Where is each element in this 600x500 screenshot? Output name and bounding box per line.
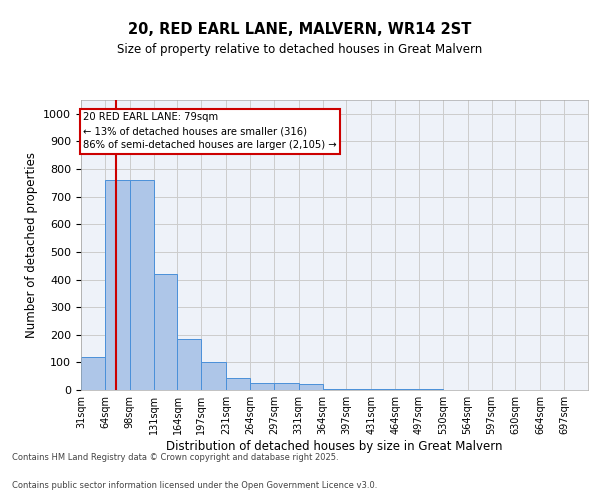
Text: 20, RED EARL LANE, MALVERN, WR14 2ST: 20, RED EARL LANE, MALVERN, WR14 2ST [128, 22, 472, 38]
Bar [371, 389, 395, 390]
Bar [154, 274, 178, 390]
Bar [105, 180, 130, 390]
Bar [274, 383, 299, 390]
Bar [250, 383, 274, 390]
Bar [178, 339, 202, 390]
Text: Size of property relative to detached houses in Great Malvern: Size of property relative to detached ho… [118, 42, 482, 56]
Text: Contains public sector information licensed under the Open Government Licence v3: Contains public sector information licen… [12, 481, 377, 490]
Bar [226, 378, 250, 390]
Text: Contains HM Land Registry data © Crown copyright and database right 2025.: Contains HM Land Registry data © Crown c… [12, 454, 338, 462]
Bar [202, 362, 226, 390]
Bar [299, 384, 323, 390]
Bar [323, 388, 346, 390]
Text: 20 RED EARL LANE: 79sqm
← 13% of detached houses are smaller (316)
86% of semi-d: 20 RED EARL LANE: 79sqm ← 13% of detache… [83, 112, 337, 150]
Bar [81, 357, 105, 390]
X-axis label: Distribution of detached houses by size in Great Malvern: Distribution of detached houses by size … [166, 440, 503, 453]
Bar [130, 180, 154, 390]
Bar [346, 388, 371, 390]
Y-axis label: Number of detached properties: Number of detached properties [25, 152, 38, 338]
